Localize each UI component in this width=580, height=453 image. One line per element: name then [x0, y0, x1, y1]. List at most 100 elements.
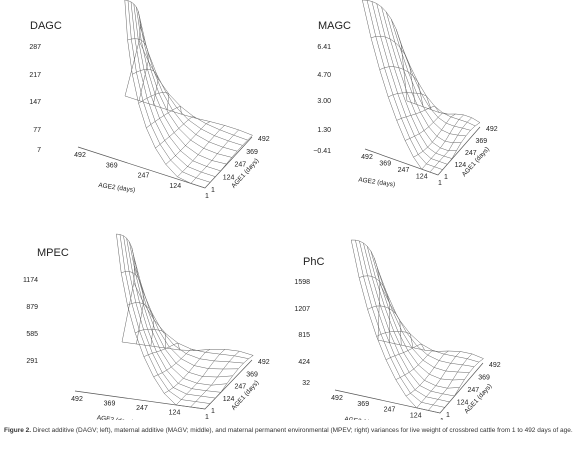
surface-gridline: [366, 246, 460, 389]
surface-gridline: [359, 240, 450, 403]
surface-gridline: [376, 331, 414, 348]
z-tick-label: 1207: [294, 306, 310, 313]
surface-gridline: [400, 44, 476, 127]
surface-gridline: [135, 328, 166, 349]
surface-gridline: [164, 349, 211, 394]
surface-gridline: [136, 6, 227, 165]
age2-tick-label: 247: [384, 407, 396, 414]
surface-gridline: [177, 125, 225, 177]
surface-panel-magc: MAGC 6.41 4.70 3.00 1.30 −0.41 492 369 247 124 1 AG…: [313, 0, 498, 189]
age2-tick-label: 1: [205, 414, 209, 420]
surface-gridline: [204, 355, 254, 410]
age2-tick-label: 124: [169, 183, 181, 190]
surface-gridline: [405, 350, 449, 397]
surface-gridline: [155, 115, 196, 149]
z-tick-label: 585: [26, 331, 38, 338]
surface-gridline: [130, 1, 216, 177]
surface-gridline: [190, 351, 240, 408]
age2-axis-label: AGE2 (days): [358, 176, 396, 188]
z-tick-label: 815: [298, 332, 310, 339]
surface-gridline: [129, 241, 227, 386]
age1-tick-label: 247: [235, 162, 247, 169]
age2-tick-label: 1: [205, 193, 209, 200]
z-tick-label: 6.41: [317, 44, 331, 51]
age2-tick-label: 492: [361, 154, 373, 161]
age1-tick-label: 369: [246, 371, 258, 378]
surface-gridline: [143, 342, 181, 357]
surface-gridline: [390, 19, 466, 137]
surface-gridline: [131, 247, 233, 378]
age2-tick-label: 124: [416, 174, 428, 181]
z-tick-label: 1174: [23, 277, 38, 284]
age1-tick-label: 124: [223, 174, 235, 181]
surface-gridline: [376, 3, 453, 159]
age2-tick-label: 124: [410, 412, 422, 419]
z-tick-label: 7: [37, 147, 41, 154]
age1-tick-label: 247: [468, 387, 480, 394]
surface-gridline: [132, 69, 159, 106]
age2-tick-label: 247: [138, 173, 150, 180]
surface-gridline: [138, 11, 232, 158]
age2-tick-label: 247: [136, 405, 148, 412]
z-tick-label: 291: [26, 358, 38, 365]
surface-gridline: [127, 302, 155, 347]
surface-gridline: [437, 122, 481, 176]
panel-title: MAGC: [318, 20, 351, 32]
z-tick-label: 3.00: [317, 98, 331, 105]
surface-gridline: [124, 0, 206, 189]
age1-tick-label: 369: [476, 138, 488, 145]
panel-title: DAGC: [30, 20, 62, 32]
age1-tick-label: 369: [478, 375, 490, 382]
surface-gridline: [140, 26, 243, 146]
surface-gridline: [385, 343, 425, 361]
surface-gridline: [386, 11, 462, 144]
age1-tick-label: 492: [258, 136, 270, 143]
z-tick-label: −0.41: [313, 148, 331, 155]
surface-gridline: [377, 268, 475, 367]
age1-tick-label: 1: [446, 412, 450, 419]
surface-gridline: [127, 38, 149, 101]
surface-gridline: [124, 95, 253, 136]
surface-gridline: [363, 242, 455, 397]
surface-gridline: [351, 239, 381, 341]
surface-gridline: [421, 114, 464, 170]
age1-tick-label: 369: [246, 149, 258, 156]
surface-gridline: [134, 265, 244, 364]
age2-tick-label: 1: [438, 180, 442, 187]
surface-gridline: [374, 258, 470, 373]
age2-tick-label: 247: [398, 167, 410, 174]
surface-gridline: [370, 251, 465, 381]
surface-gridline: [381, 6, 457, 152]
caption-label: Figure 2.: [4, 427, 32, 434]
age1-tick-label: 492: [258, 359, 270, 366]
age2-tick-label: 369: [379, 161, 391, 168]
age1-tick-label: 124: [455, 162, 467, 169]
surface-gridline: [379, 66, 424, 107]
surface-gridline: [406, 100, 481, 123]
age2-tick-label: 492: [71, 396, 83, 403]
z-tick-label: 4.70: [317, 72, 331, 79]
surface-gridline: [395, 29, 471, 131]
age1-tick-label: 1: [444, 174, 448, 181]
surface-gridline: [127, 0, 211, 183]
z-tick-label: 287: [29, 44, 41, 51]
surface-gridline: [377, 339, 484, 359]
age2-tick-label: 124: [169, 410, 181, 417]
panel-title: PhC: [303, 256, 324, 268]
age1-tick-label: 124: [457, 400, 469, 407]
surface-gridline: [362, 0, 439, 176]
age2-axis-label: AGE2 (days): [96, 414, 134, 420]
age2-tick-label: 492: [74, 152, 86, 159]
surface-gridline: [121, 271, 144, 345]
age2-tick-label: 369: [106, 162, 118, 169]
z-tick-label: 32: [302, 380, 310, 387]
surface-gridline: [204, 135, 253, 189]
z-tick-label: 217: [29, 72, 41, 79]
z-tick-label: 1.30: [317, 127, 331, 134]
panel-title: MPEC: [37, 247, 69, 259]
surface-gridline: [124, 0, 141, 97]
surface-gridline: [119, 234, 211, 404]
surface-gridline: [139, 17, 238, 152]
z-tick-label: 424: [298, 359, 310, 366]
